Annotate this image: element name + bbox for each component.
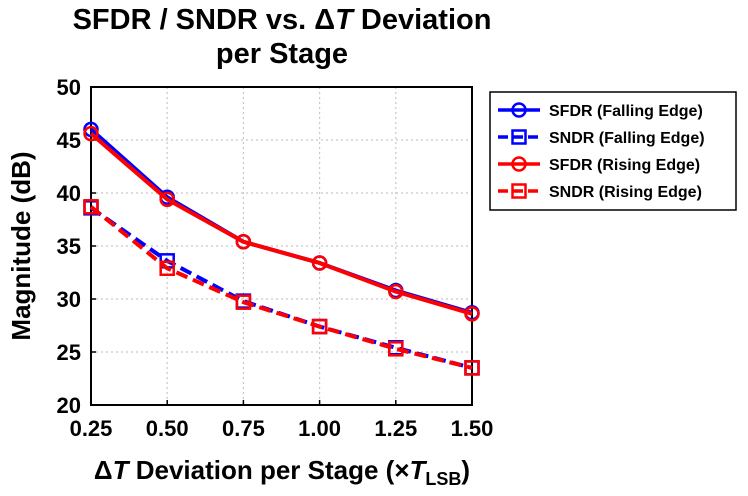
data-point-square	[311, 318, 328, 335]
legend-label: SFDR (Rising Edge)	[549, 157, 700, 174]
y-tick-label: 20	[57, 393, 81, 418]
data-point-square	[511, 129, 527, 145]
x-tick-label: 0.25	[70, 416, 113, 441]
data-point-square	[464, 360, 480, 376]
x-tick-label: 0.50	[146, 416, 189, 441]
data-point-circle	[464, 306, 480, 322]
legend-label: SFDR (Falling Edge)	[549, 103, 703, 120]
data-point-circle	[311, 255, 328, 271]
data-point-square	[83, 199, 99, 215]
x-tick-label: 1.00	[298, 416, 341, 441]
legend-item: SFDR (Falling Edge)	[498, 102, 703, 120]
data-point-circle	[83, 125, 99, 142]
y-tick-label: 50	[57, 75, 81, 100]
data-point-square	[159, 260, 175, 277]
y-tick-label: 45	[57, 128, 81, 153]
legend-item: SNDR (Falling Edge)	[498, 129, 705, 147]
data-point-circle	[511, 102, 527, 118]
y-tick-label: 30	[57, 287, 81, 312]
legend: SFDR (Falling Edge) SNDR (Falling Edge) SF…	[489, 91, 737, 211]
chart-title-line1: SFDR / SNDR vs. ΔT Deviation	[73, 4, 492, 36]
series-line	[89, 206, 473, 370]
data-point-square	[511, 183, 527, 199]
y-axis: 20 25 30 35 40 45 50	[57, 75, 96, 418]
x-axis: 0.25 0.50 0.75 1.00 1.25 1.50	[70, 400, 494, 441]
data-point-circle	[159, 191, 175, 208]
series-3	[83, 199, 480, 376]
legend-label: SNDR (Falling Edge)	[549, 130, 705, 147]
legend-label: SNDR (Rising Edge)	[549, 184, 702, 201]
series-2	[83, 125, 480, 322]
y-tick-label: 35	[57, 234, 81, 259]
data-point-square	[388, 341, 404, 357]
y-tick-label: 25	[57, 340, 81, 365]
y-tick-label: 40	[57, 181, 81, 206]
series-line	[89, 127, 473, 315]
x-axis-label: ΔT Deviation per Stage (×TLSB)	[94, 455, 470, 489]
series-line	[89, 132, 473, 316]
series-line	[89, 205, 473, 370]
legend-item: SNDR (Rising Edge)	[498, 183, 702, 201]
x-tick-label: 0.75	[222, 416, 265, 441]
x-tick-label: 1.50	[451, 416, 494, 441]
series-layer	[83, 121, 480, 376]
data-point-circle	[388, 283, 404, 300]
legend-item: SFDR (Rising Edge)	[498, 156, 700, 174]
chart-title-line2: per Stage	[216, 38, 348, 70]
x-tick-label: 1.25	[374, 416, 417, 441]
data-point-square	[235, 294, 252, 310]
y-axis-label: Magnitude (dB)	[6, 151, 36, 340]
grid	[91, 87, 472, 405]
series-1	[83, 200, 480, 376]
data-point-circle	[235, 234, 252, 250]
series-0	[83, 121, 480, 321]
data-point-circle	[511, 156, 527, 172]
